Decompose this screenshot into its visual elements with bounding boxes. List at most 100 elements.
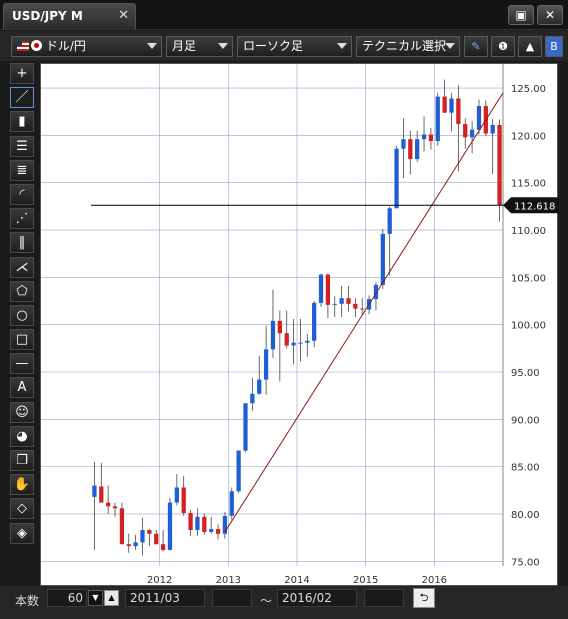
y-tick-label: 105.00 <box>511 273 546 284</box>
candle-up <box>380 233 385 285</box>
tab-close-icon[interactable]: ✕ <box>118 8 129 23</box>
y-tick-label: 95.00 <box>511 368 540 379</box>
y-tick-label: 75.00 <box>511 557 540 568</box>
maximize-icon[interactable]: ▣ <box>508 5 534 25</box>
candle-up <box>312 302 317 341</box>
icon-stamp-icon[interactable]: ☺ <box>10 401 34 423</box>
candle-up <box>401 139 406 149</box>
candle-down <box>119 508 125 545</box>
candle-up <box>394 148 399 209</box>
candle-up <box>236 450 241 492</box>
fibonacci-lines-icon[interactable]: ≣ <box>10 159 34 181</box>
candle-down <box>442 96 447 113</box>
overflow-button[interactable]: B <box>545 36 563 57</box>
pentagon-icon[interactable]: ⬠ <box>10 280 34 302</box>
candle-up <box>222 515 228 534</box>
y-tick-label: 110.00 <box>511 226 546 237</box>
ruler-icon[interactable]: ▮ <box>10 111 34 133</box>
candle-down <box>325 274 331 305</box>
start-time-input[interactable] <box>212 589 252 607</box>
candle-up <box>229 491 234 516</box>
rectangle-icon[interactable]: □ <box>10 329 34 351</box>
candle-down <box>215 529 221 534</box>
candle-down <box>126 544 131 547</box>
y-tick-label: 115.00 <box>511 179 546 190</box>
x-tick-label: 2016 <box>422 575 447 586</box>
candle-down <box>497 124 502 206</box>
candle-up <box>339 298 344 304</box>
candle-up <box>257 379 262 394</box>
undo-draw-icon[interactable]: ◕ <box>10 425 34 447</box>
end-date-input[interactable]: 2016/02 <box>277 589 357 607</box>
x-tick-label: 2012 <box>147 575 172 586</box>
candle-up <box>415 139 420 160</box>
x-tick-label: 2015 <box>353 575 378 586</box>
trendline-icon[interactable]: ／ <box>10 87 34 109</box>
candle-down <box>160 544 166 550</box>
hand-icon[interactable]: ✋ <box>10 474 34 496</box>
erase-all-icon[interactable]: ◈ <box>10 522 34 544</box>
start-date-input[interactable]: 2011/03 <box>125 589 205 607</box>
candle-up <box>387 208 392 234</box>
technical-label: テクニカル選択 <box>362 39 447 53</box>
y-tick-label: 100.00 <box>511 321 546 332</box>
count-down-icon[interactable]: ▼ <box>88 590 103 606</box>
candle-up <box>291 342 296 346</box>
candle-up <box>250 393 255 404</box>
candle-up <box>298 342 303 344</box>
tab-bar: USD/JPY M ✕ ▣ ✕ <box>0 0 568 30</box>
horizontal-line-icon[interactable]: — <box>10 353 34 375</box>
circle-icon[interactable]: ○ <box>10 304 34 326</box>
count-up-icon[interactable]: ▲ <box>104 590 119 606</box>
window-close-icon[interactable]: ✕ <box>537 5 563 25</box>
candle-up <box>167 502 173 550</box>
candle-down <box>428 134 434 142</box>
chart-type-select[interactable]: ローソク足 <box>237 36 352 57</box>
reload-icon[interactable]: ⮌ <box>413 588 435 608</box>
count-input[interactable]: 60 <box>47 589 87 607</box>
candle-down <box>181 487 186 514</box>
candle-up <box>449 98 454 113</box>
candle-down <box>360 308 365 310</box>
period-select[interactable]: 月足 <box>166 36 233 57</box>
trend-line <box>224 92 504 533</box>
candle-up <box>243 403 248 451</box>
candle-down <box>277 320 282 334</box>
candle-up <box>318 274 324 303</box>
crosshair-icon[interactable]: + <box>10 63 34 84</box>
fan-lines-icon[interactable]: ⋰ <box>10 208 34 230</box>
chart-area[interactable]: 75.00 80.00 85.00 90.00 95.00 100.00 105.00 110… <box>40 63 559 586</box>
end-time-input[interactable] <box>364 589 404 607</box>
tab-usdjpy[interactable]: USD/JPY M ✕ <box>3 3 136 29</box>
count-label: 本数 <box>15 594 40 608</box>
candle-up <box>476 106 482 130</box>
candle-up <box>133 542 138 547</box>
horizontal-lines-icon[interactable]: ☰ <box>10 135 34 157</box>
candle-down <box>188 513 193 531</box>
technical-select[interactable]: テクニカル選択 <box>356 36 460 57</box>
candle-up <box>435 96 440 142</box>
copy-icon[interactable]: ❐ <box>10 450 34 471</box>
info-icon[interactable]: ❶ <box>491 36 515 57</box>
y-tick-label: 80.00 <box>511 510 540 521</box>
fan-arcs-icon[interactable]: ◜ <box>10 183 34 205</box>
tab-title: USD/JPY M <box>12 9 83 23</box>
y-tick-label: 90.00 <box>511 415 540 426</box>
andrews-pitchfork-icon[interactable]: ⋌ <box>10 256 34 278</box>
candle-down <box>154 533 159 545</box>
candlestick-chart: 75.00 80.00 85.00 90.00 95.00 100.00 105.00 110… <box>41 64 559 586</box>
vertical-lines-icon[interactable]: ‖ <box>10 232 34 254</box>
chart-area-icon[interactable]: ▲ <box>518 36 542 57</box>
candle-up <box>469 129 475 138</box>
candle-down <box>353 303 358 309</box>
symbol-select[interactable]: ドル/円 <box>11 36 162 57</box>
eraser-icon[interactable]: ◇ <box>10 498 34 520</box>
candle-up <box>421 134 427 140</box>
candle-up <box>92 485 97 497</box>
text-tool-icon[interactable]: A <box>10 377 34 399</box>
candle-up <box>332 303 337 305</box>
chart-toolbar: ドル/円 月足 ローソク足 テクニカル選択 ✎ ❶ ▲ B <box>0 31 568 61</box>
drawing-tools: + ／ ▮ ☰ ≣ ◜ ⋰ ‖ ⋌ ⬠ ○ □ — A ☺ ◕ ❐ ✋ ◇ ◈ <box>10 63 37 563</box>
pen-icon[interactable]: ✎ <box>464 36 488 57</box>
candle-up <box>490 124 495 134</box>
